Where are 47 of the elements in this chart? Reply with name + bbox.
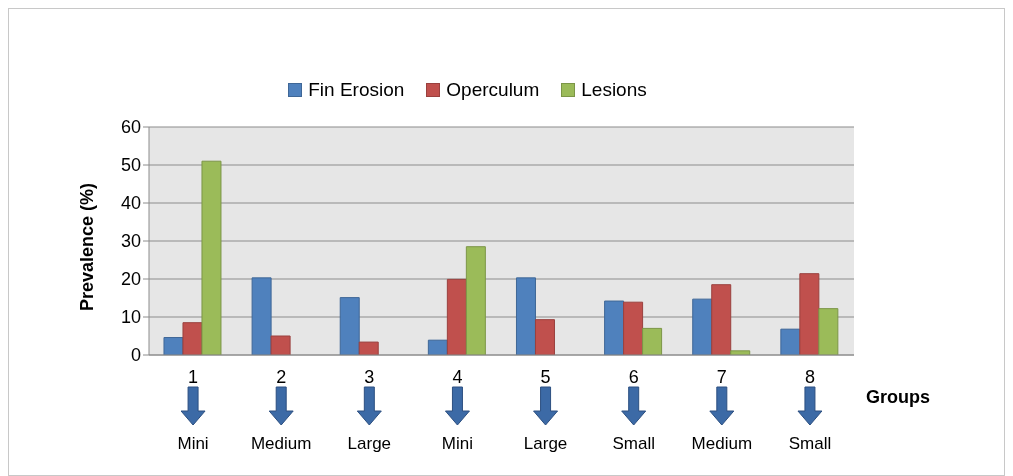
y-tick-label: 20 — [120, 269, 141, 290]
x-tick-label: 7 — [716, 367, 727, 387]
legend-label: Operculum — [446, 79, 540, 101]
bar — [251, 277, 272, 355]
text: Small — [612, 434, 655, 453]
bar — [446, 278, 467, 355]
bar — [339, 297, 360, 355]
y-tick-label: 10 — [120, 307, 141, 328]
text: Large — [347, 434, 392, 453]
bar — [799, 273, 820, 355]
bar — [623, 301, 644, 355]
text: Small — [788, 434, 832, 453]
bar — [358, 341, 379, 355]
x-tick-label: 8 — [804, 367, 815, 387]
legend-label: Lesions — [581, 79, 647, 101]
legend-label: Fin Erosion — [308, 79, 405, 101]
x-tick-label: 2 — [276, 367, 287, 387]
text: Medium — [250, 434, 312, 453]
bar — [182, 322, 203, 355]
y-tick-label: 40 — [120, 193, 141, 214]
x-tick-label: 4 — [452, 367, 463, 387]
y-tick-label: 60 — [120, 117, 141, 138]
bar — [692, 298, 713, 355]
bar — [163, 337, 184, 355]
x-tick-label: 1 — [188, 367, 199, 387]
y-tick-label: 30 — [120, 231, 141, 252]
bar — [534, 319, 555, 355]
bar — [818, 308, 839, 355]
bar — [465, 246, 486, 355]
bar — [711, 284, 732, 355]
bar — [515, 277, 536, 355]
bar — [270, 335, 291, 355]
bar — [642, 327, 663, 355]
text: Mini — [177, 434, 209, 453]
y-tick-label: 50 — [120, 155, 141, 176]
y-axis-title: Prevalence (%) — [77, 182, 98, 311]
x-tick-label: 6 — [628, 367, 639, 387]
bar — [604, 300, 625, 355]
text: Large — [523, 434, 568, 453]
bar — [201, 160, 222, 355]
text: Medium — [691, 434, 753, 453]
x-tick-label: 3 — [364, 367, 375, 387]
y-tick-label: 0 — [130, 345, 141, 366]
bar — [780, 328, 801, 355]
x-axis-title: Groups — [866, 387, 931, 407]
x-tick-label: 5 — [540, 367, 551, 387]
text: Mini — [441, 434, 474, 453]
